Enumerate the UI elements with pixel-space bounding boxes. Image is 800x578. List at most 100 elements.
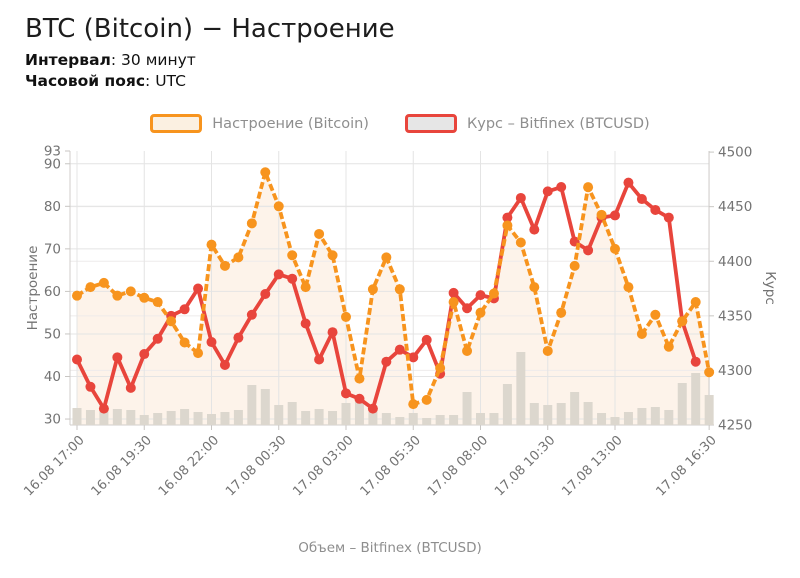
volume-bar[interactable]: [314, 409, 324, 425]
price-point[interactable]: [421, 334, 432, 345]
volume-bar[interactable]: [502, 384, 512, 425]
sentiment-point[interactable]: [462, 345, 473, 356]
volume-bar[interactable]: [516, 352, 526, 425]
volume-bar[interactable]: [247, 385, 257, 425]
sentiment-point[interactable]: [273, 201, 284, 212]
sentiment-point[interactable]: [704, 367, 715, 378]
volume-bar[interactable]: [597, 413, 607, 425]
volume-bar[interactable]: [180, 409, 190, 425]
sentiment-point[interactable]: [367, 284, 378, 295]
volume-bar[interactable]: [341, 403, 351, 425]
sentiment-point[interactable]: [179, 337, 190, 348]
price-point[interactable]: [287, 273, 298, 284]
volume-bar[interactable]: [543, 405, 553, 425]
volume-bar[interactable]: [301, 411, 311, 425]
volume-bar[interactable]: [354, 401, 364, 425]
volume-bar[interactable]: [139, 415, 149, 425]
sentiment-point[interactable]: [260, 167, 271, 178]
sentiment-point[interactable]: [623, 282, 634, 293]
volume-bar[interactable]: [422, 418, 432, 425]
price-point[interactable]: [542, 186, 553, 197]
price-point[interactable]: [394, 344, 405, 355]
sentiment-point[interactable]: [219, 260, 230, 271]
price-point[interactable]: [583, 245, 594, 256]
price-point[interactable]: [529, 224, 540, 235]
sentiment-point[interactable]: [246, 218, 257, 229]
volume-bar[interactable]: [72, 408, 82, 425]
volume-bar[interactable]: [610, 417, 620, 425]
sentiment-point[interactable]: [394, 284, 405, 295]
price-point[interactable]: [663, 212, 674, 223]
sentiment-point[interactable]: [421, 394, 432, 405]
volume-bar[interactable]: [166, 411, 176, 425]
price-point[interactable]: [233, 332, 244, 343]
sentiment-point[interactable]: [610, 243, 620, 254]
volume-bar[interactable]: [85, 410, 95, 425]
legend-item-sentiment[interactable]: Настроение (Bitcoin): [150, 114, 369, 133]
sentiment-point[interactable]: [139, 292, 150, 303]
volume-bar[interactable]: [637, 408, 647, 425]
sentiment-point[interactable]: [636, 328, 647, 339]
sentiment-point[interactable]: [152, 297, 163, 308]
volume-bar[interactable]: [489, 413, 499, 425]
price-point[interactable]: [341, 388, 351, 399]
sentiment-point[interactable]: [85, 282, 96, 293]
price-point[interactable]: [260, 289, 271, 299]
price-point[interactable]: [690, 356, 701, 367]
volume-bar[interactable]: [435, 415, 445, 425]
sentiment-point[interactable]: [166, 316, 177, 327]
volume-bar[interactable]: [395, 417, 405, 425]
sentiment-point[interactable]: [72, 290, 82, 301]
sentiment-point[interactable]: [381, 252, 392, 263]
price-point[interactable]: [206, 337, 217, 348]
volume-bar[interactable]: [126, 410, 136, 425]
price-point[interactable]: [502, 212, 513, 223]
sentiment-point[interactable]: [556, 307, 567, 318]
price-point[interactable]: [462, 303, 473, 314]
price-point[interactable]: [219, 359, 230, 370]
price-point[interactable]: [354, 393, 365, 404]
price-point[interactable]: [112, 352, 123, 363]
price-point[interactable]: [623, 177, 634, 188]
volume-bar[interactable]: [529, 403, 539, 425]
volume-bar[interactable]: [449, 415, 459, 425]
sentiment-point[interactable]: [650, 309, 661, 320]
price-point[interactable]: [246, 309, 257, 320]
volume-bar[interactable]: [233, 410, 243, 425]
volume-bar[interactable]: [112, 409, 122, 425]
price-point[interactable]: [610, 210, 620, 221]
sentiment-point[interactable]: [488, 288, 499, 299]
price-point[interactable]: [125, 382, 136, 393]
volume-bar[interactable]: [153, 413, 163, 425]
volume-bar[interactable]: [556, 403, 566, 425]
volume-bar[interactable]: [220, 412, 230, 425]
price-point[interactable]: [475, 290, 486, 301]
volume-bar[interactable]: [704, 395, 714, 425]
volume-bar[interactable]: [623, 412, 633, 425]
sentiment-point[interactable]: [515, 237, 526, 248]
sentiment-point[interactable]: [542, 345, 553, 356]
sentiment-point[interactable]: [193, 348, 204, 359]
volume-bar[interactable]: [99, 411, 109, 425]
price-point[interactable]: [381, 356, 392, 367]
price-point[interactable]: [98, 403, 109, 414]
sentiment-point[interactable]: [341, 311, 351, 322]
price-point[interactable]: [179, 304, 190, 315]
sentiment-point[interactable]: [98, 277, 109, 288]
price-point[interactable]: [300, 318, 311, 329]
sentiment-point[interactable]: [354, 373, 365, 384]
sentiment-point[interactable]: [663, 341, 674, 352]
legend-item-price[interactable]: Курс – Bitfinex (BTCUSD): [404, 114, 650, 133]
price-point[interactable]: [650, 204, 661, 215]
sentiment-point[interactable]: [314, 228, 325, 239]
sentiment-point[interactable]: [287, 250, 298, 261]
volume-bar[interactable]: [462, 392, 472, 425]
sentiment-point[interactable]: [327, 250, 338, 261]
volume-bar[interactable]: [570, 392, 580, 425]
volume-bar[interactable]: [287, 402, 297, 425]
volume-bar[interactable]: [476, 413, 485, 425]
sentiment-point[interactable]: [475, 307, 486, 318]
sentiment-point[interactable]: [408, 399, 419, 410]
price-point[interactable]: [139, 349, 150, 360]
volume-bar[interactable]: [368, 409, 378, 425]
